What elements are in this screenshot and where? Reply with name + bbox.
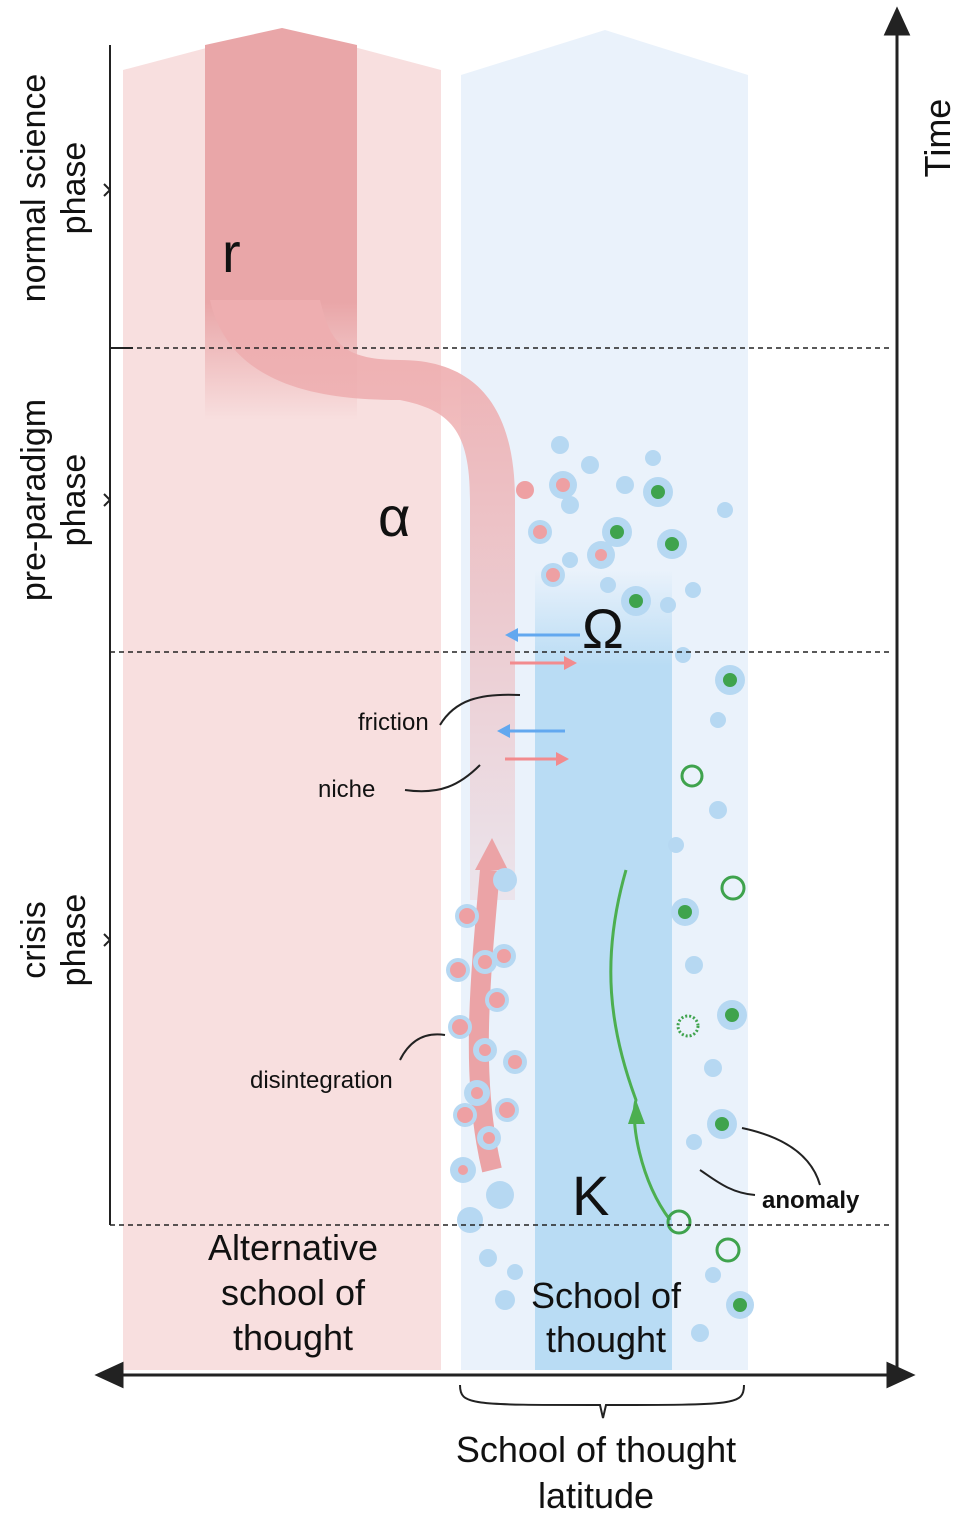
phase-label: phase (55, 142, 93, 235)
column-label: Alternative (208, 1227, 378, 1268)
annotation: anomaly (762, 1187, 860, 1214)
annotation: niche (318, 776, 375, 803)
phase-label: phase (55, 894, 93, 987)
time-label: Time (917, 99, 958, 178)
green-cores (610, 485, 747, 1312)
column-label: thought (233, 1317, 353, 1358)
school-core (535, 570, 672, 1370)
callouts (399, 693, 821, 1196)
k-arrow-head (628, 1100, 645, 1124)
column-label: thought (546, 1319, 666, 1360)
green-rings (666, 764, 746, 1263)
labels: normal science phase pre-paradigm phase … (15, 74, 958, 1515)
k-line (609, 869, 672, 1221)
arrow-head (475, 838, 508, 870)
phase-label: pre-paradigm (15, 399, 53, 601)
background (123, 28, 748, 1370)
alpha-flow (210, 300, 515, 900)
exchange-arrows (497, 628, 580, 766)
symbol-k: K (572, 1164, 609, 1227)
annotation: disintegration (250, 1067, 393, 1094)
latitude-label: latitude (538, 1475, 654, 1515)
phase-label: normal science (15, 74, 53, 303)
phase-label: crisis (15, 901, 53, 978)
symbol-r: r (222, 221, 241, 284)
symbol-omega: Ω (582, 597, 624, 660)
annotation: friction (358, 709, 429, 736)
pink-cores (450, 478, 607, 1175)
axes (94, 6, 916, 1419)
phase-lines (110, 347, 893, 1226)
column-label: school of (221, 1272, 366, 1313)
column-label: School of (531, 1275, 682, 1316)
symbol-alpha: α (378, 485, 410, 548)
latitude-label: School of thought (456, 1429, 736, 1470)
phase-label: phase (55, 454, 93, 547)
